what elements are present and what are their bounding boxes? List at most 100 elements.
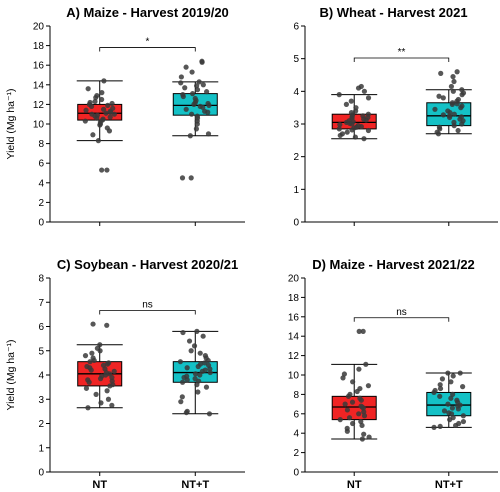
y-tick-label: 5 bbox=[38, 346, 44, 357]
y-tick-label: 14 bbox=[288, 332, 300, 343]
data-point bbox=[184, 373, 190, 379]
y-tick-label: 10 bbox=[288, 371, 300, 382]
data-point bbox=[356, 366, 362, 372]
data-point bbox=[87, 359, 93, 365]
significance-label: ns bbox=[396, 307, 407, 318]
data-point bbox=[437, 382, 443, 388]
data-point bbox=[459, 103, 465, 109]
data-point bbox=[460, 384, 466, 390]
data-point bbox=[357, 385, 363, 392]
data-point bbox=[365, 111, 371, 117]
y-tick-label: 4 bbox=[38, 178, 44, 189]
y-tick-label: 10 bbox=[33, 120, 45, 131]
data-point bbox=[202, 367, 208, 373]
data-point bbox=[358, 83, 364, 90]
data-point bbox=[455, 96, 461, 103]
y-tick-label: 18 bbox=[33, 41, 45, 52]
data-point bbox=[196, 79, 202, 85]
x-category-label: NT+T bbox=[435, 479, 463, 491]
y-tick-label: 2 bbox=[38, 419, 44, 430]
y-tick-label: 8 bbox=[38, 274, 44, 285]
data-point bbox=[194, 113, 200, 119]
data-point bbox=[459, 87, 465, 93]
data-point bbox=[106, 360, 112, 366]
data-point bbox=[187, 133, 193, 139]
data-point bbox=[197, 350, 203, 356]
data-point bbox=[199, 58, 205, 64]
data-point bbox=[341, 371, 348, 377]
data-point bbox=[365, 383, 372, 389]
data-point bbox=[448, 379, 454, 385]
data-point bbox=[450, 391, 456, 397]
data-point bbox=[190, 91, 196, 97]
y-tick-label: 0 bbox=[293, 218, 299, 229]
data-point bbox=[85, 405, 91, 411]
y-tick-label: 1 bbox=[38, 443, 44, 454]
y-tick-label: 4 bbox=[38, 371, 44, 382]
y-tick-label: 8 bbox=[38, 139, 44, 150]
y-axis-label: Yield (Mg ha⁻¹) bbox=[5, 88, 17, 159]
y-tick-label: 4 bbox=[293, 87, 299, 98]
data-point bbox=[206, 411, 213, 417]
y-tick-label: 0 bbox=[293, 468, 299, 479]
box-nt bbox=[331, 395, 377, 421]
data-point bbox=[363, 361, 369, 367]
data-point bbox=[188, 175, 194, 181]
y-axis-label: Yield (Mg ha⁻¹) bbox=[5, 339, 17, 410]
data-point bbox=[348, 109, 355, 116]
data-point bbox=[183, 106, 189, 112]
data-point bbox=[448, 83, 455, 90]
data-point bbox=[197, 372, 203, 378]
data-point bbox=[178, 74, 184, 80]
data-point bbox=[197, 103, 203, 109]
data-point bbox=[358, 403, 364, 409]
y-tick-label: 4 bbox=[293, 429, 299, 440]
data-point bbox=[432, 106, 438, 112]
data-point bbox=[339, 131, 346, 137]
data-point bbox=[440, 112, 446, 118]
data-point bbox=[448, 395, 454, 401]
y-tick-label: 3 bbox=[293, 120, 299, 131]
data-point bbox=[183, 64, 189, 70]
data-point bbox=[105, 396, 112, 402]
data-point bbox=[93, 391, 99, 397]
data-point bbox=[99, 90, 105, 96]
data-point bbox=[180, 329, 186, 336]
panel-2: C) Soybean - Harvest 2020/21 0 1 2 3 4 5 6 7 8 Yie… bbox=[5, 257, 245, 491]
data-point bbox=[100, 362, 107, 368]
data-point bbox=[188, 348, 194, 354]
data-point bbox=[436, 124, 443, 130]
data-point bbox=[89, 111, 95, 117]
data-point bbox=[94, 112, 100, 118]
data-point bbox=[344, 129, 350, 135]
x-category-label: NT bbox=[92, 479, 107, 491]
data-point bbox=[195, 389, 201, 395]
data-point bbox=[353, 105, 359, 111]
data-point bbox=[336, 126, 342, 132]
data-point bbox=[179, 379, 186, 385]
data-point bbox=[178, 80, 184, 86]
data-point bbox=[82, 353, 89, 359]
panel-title: B) Wheat - Harvest 2021 bbox=[319, 5, 467, 20]
data-point bbox=[191, 343, 198, 349]
data-point bbox=[189, 111, 195, 117]
data-point bbox=[344, 425, 350, 431]
data-point bbox=[84, 363, 90, 370]
data-point bbox=[432, 387, 438, 394]
data-point bbox=[104, 125, 110, 131]
data-point bbox=[361, 431, 367, 437]
data-point bbox=[203, 384, 210, 390]
data-point bbox=[194, 83, 200, 89]
data-point bbox=[192, 371, 199, 377]
y-tick-label: 2 bbox=[38, 198, 44, 209]
data-point bbox=[454, 397, 460, 403]
panel-title: A) Maize - Harvest 2019/20 bbox=[66, 5, 229, 20]
data-point bbox=[460, 413, 466, 419]
data-point bbox=[104, 167, 110, 173]
data-point bbox=[446, 410, 452, 416]
data-point bbox=[455, 127, 461, 134]
y-tick-label: 12 bbox=[288, 351, 300, 362]
data-point bbox=[101, 78, 107, 84]
x-category-label: NT+T bbox=[181, 479, 209, 491]
data-point bbox=[458, 114, 465, 120]
